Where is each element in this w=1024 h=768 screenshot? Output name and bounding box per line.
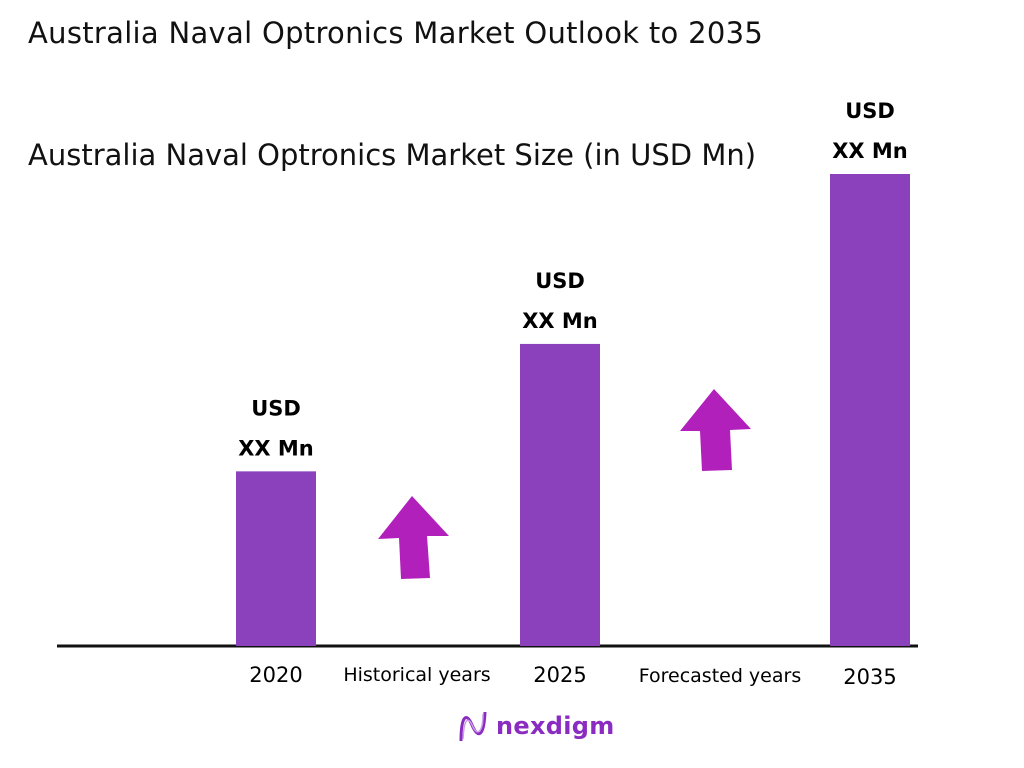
data-label-2025: USD bbox=[535, 269, 585, 293]
bar-2020 bbox=[236, 471, 316, 646]
data-label-2035: USD bbox=[845, 99, 895, 123]
bar-2035 bbox=[830, 174, 910, 646]
chart-subtitle: Australia Naval Optronics Market Size (i… bbox=[28, 138, 757, 172]
x-tick-label-2025: 2025 bbox=[533, 663, 586, 687]
growth-arrow-forecast bbox=[680, 389, 751, 471]
period-label-forecast: Forecasted years bbox=[639, 665, 801, 687]
x-tick-label-2035: 2035 bbox=[843, 665, 896, 689]
bar-2025 bbox=[520, 343, 600, 646]
data-label-2035: XX Mn bbox=[832, 139, 908, 163]
growth-arrow-historical bbox=[378, 496, 449, 579]
nexdigm-logo: nexdigm bbox=[458, 709, 615, 743]
period-label-historical: Historical years bbox=[343, 664, 490, 686]
chart-title: Australia Naval Optronics Market Outlook… bbox=[28, 16, 764, 50]
brand-name: nexdigm bbox=[496, 712, 615, 740]
data-label-2025: XX Mn bbox=[522, 309, 598, 333]
data-label-2020: XX Mn bbox=[238, 436, 314, 460]
x-tick-label-2020: 2020 bbox=[249, 663, 302, 687]
data-label-2020: USD bbox=[251, 396, 301, 420]
nexdigm-wave-icon bbox=[459, 711, 487, 742]
